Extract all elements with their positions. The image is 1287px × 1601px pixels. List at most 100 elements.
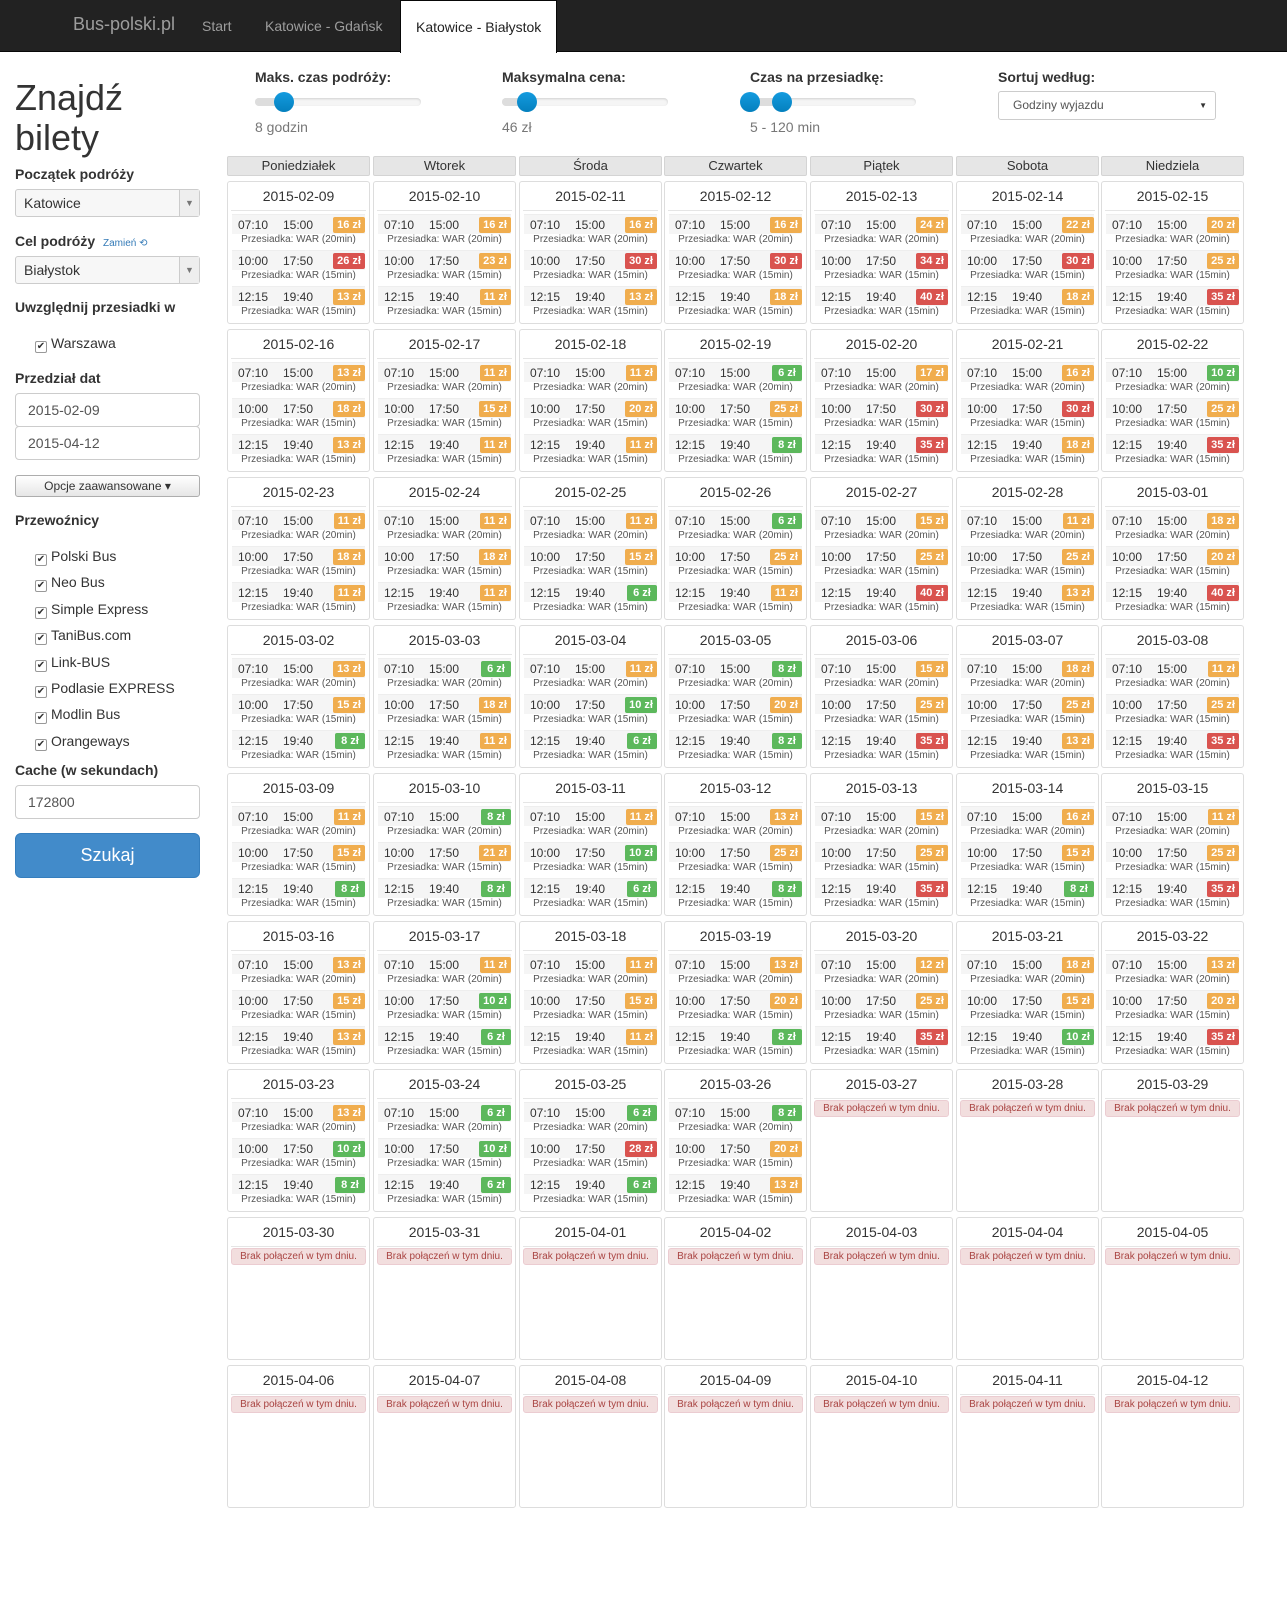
price-badge[interactable]: 15 zł: [333, 845, 365, 861]
connection-row[interactable]: 12:15 19:40 8 zł Przesiadka: WAR (15min): [669, 878, 802, 912]
price-badge[interactable]: 6 zł: [481, 1105, 511, 1121]
carrier-option[interactable]: ✔ Neo Bus: [35, 574, 105, 593]
date-to-input[interactable]: 2015-04-12: [15, 426, 200, 460]
connection-row[interactable]: 12:15 19:40 13 zł Przesiadka: WAR (15min): [524, 286, 657, 320]
price-badge[interactable]: 22 zł: [1062, 217, 1094, 233]
price-badge[interactable]: 8 zł: [335, 733, 365, 749]
connection-row[interactable]: 10:00 17:50 10 zł Przesiadka: WAR (15min): [232, 1138, 365, 1172]
price-badge[interactable]: 18 zł: [333, 401, 365, 417]
price-badge[interactable]: 35 zł: [916, 437, 948, 453]
connection-row[interactable]: 10:00 17:50 15 zł Przesiadka: WAR (15min): [524, 546, 657, 580]
price-badge[interactable]: 11 zł: [625, 365, 657, 381]
connection-row[interactable]: 10:00 17:50 23 zł Przesiadka: WAR (15min): [378, 250, 511, 284]
carrier-option[interactable]: ✔ Modlin Bus: [35, 706, 120, 725]
connection-row[interactable]: 07:10 15:00 18 zł Przesiadka: WAR (20min): [961, 658, 1094, 692]
connection-row[interactable]: 10:00 17:50 25 zł Przesiadka: WAR (15min): [669, 842, 802, 876]
price-badge[interactable]: 11 zł: [625, 513, 657, 529]
connection-row[interactable]: 07:10 15:00 13 zł Przesiadka: WAR (20min): [232, 954, 365, 988]
price-badge[interactable]: 30 zł: [1062, 253, 1094, 269]
connection-row[interactable]: 10:00 17:50 20 zł Przesiadka: WAR (15min): [524, 398, 657, 432]
connection-row[interactable]: 12:15 19:40 10 zł Przesiadka: WAR (15min): [961, 1026, 1094, 1060]
connection-row[interactable]: 07:10 15:00 16 zł Przesiadka: WAR (20min): [961, 362, 1094, 396]
price-badge[interactable]: 11 zł: [479, 513, 511, 529]
nav-start[interactable]: Start: [202, 18, 232, 34]
connection-row[interactable]: 12:15 19:40 11 zł Przesiadka: WAR (15min): [524, 434, 657, 468]
connection-row[interactable]: 12:15 19:40 13 zł Przesiadka: WAR (15min): [232, 434, 365, 468]
checkbox-checked-icon[interactable]: ✔: [35, 738, 47, 751]
price-badge[interactable]: 20 zł: [1207, 549, 1239, 565]
connection-row[interactable]: 07:10 15:00 16 zł Przesiadka: WAR (20min): [961, 806, 1094, 840]
price-badge[interactable]: 15 zł: [916, 809, 948, 825]
checkbox-checked-icon[interactable]: ✔: [35, 580, 47, 593]
price-badge[interactable]: 25 zł: [1207, 845, 1239, 861]
connection-row[interactable]: 07:10 15:00 17 zł Przesiadka: WAR (20min): [815, 362, 948, 396]
price-badge[interactable]: 11 zł: [479, 365, 511, 381]
price-badge[interactable]: 20 zł: [770, 1141, 802, 1157]
connection-row[interactable]: 07:10 15:00 6 zł Przesiadka: WAR (20min): [669, 362, 802, 396]
connection-row[interactable]: 10:00 17:50 25 zł Przesiadka: WAR (15min): [669, 398, 802, 432]
connection-row[interactable]: 12:15 19:40 18 zł Przesiadka: WAR (15min): [961, 286, 1094, 320]
price-badge[interactable]: 18 zł: [1062, 957, 1094, 973]
price-badge[interactable]: 25 zł: [1207, 697, 1239, 713]
price-badge[interactable]: 18 zł: [1062, 289, 1094, 305]
price-badge[interactable]: 8 zł: [772, 661, 802, 677]
cache-input[interactable]: 172800: [15, 785, 200, 819]
connection-row[interactable]: 10:00 17:50 20 zł Przesiadka: WAR (15min): [1106, 990, 1239, 1024]
price-badge[interactable]: 16 zł: [333, 217, 365, 233]
price-badge[interactable]: 11 zł: [770, 585, 802, 601]
price-badge[interactable]: 15 zł: [333, 993, 365, 1009]
checkbox-checked-icon[interactable]: ✔: [35, 686, 47, 698]
connection-row[interactable]: 12:15 19:40 11 zł Przesiadka: WAR (15min): [378, 582, 511, 616]
connection-row[interactable]: 10:00 17:50 21 zł Przesiadka: WAR (15min): [378, 842, 511, 876]
price-badge[interactable]: 13 zł: [1062, 585, 1094, 601]
price-badge[interactable]: 13 zł: [770, 809, 802, 825]
connection-row[interactable]: 10:00 17:50 25 zł Przesiadka: WAR (15min): [961, 694, 1094, 728]
price-badge[interactable]: 8 zł: [772, 437, 802, 453]
price-badge[interactable]: 8 zł: [481, 809, 511, 825]
price-badge[interactable]: 15 zł: [916, 661, 948, 677]
price-badge[interactable]: 13 zł: [625, 289, 657, 305]
connection-row[interactable]: 07:10 15:00 11 zł Przesiadka: WAR (20min): [524, 954, 657, 988]
price-badge[interactable]: 6 zł: [772, 365, 802, 381]
price-badge[interactable]: 6 zł: [481, 1029, 511, 1045]
connection-row[interactable]: 10:00 17:50 26 zł Przesiadka: WAR (15min): [232, 250, 365, 284]
connection-row[interactable]: 07:10 15:00 11 zł Przesiadka: WAR (20min): [524, 362, 657, 396]
price-badge[interactable]: 8 zł: [772, 733, 802, 749]
connection-row[interactable]: 12:15 19:40 8 zł Przesiadka: WAR (15min): [232, 1174, 365, 1208]
price-badge[interactable]: 13 zł: [333, 661, 365, 677]
connection-row[interactable]: 10:00 17:50 25 zł Przesiadka: WAR (15min): [815, 990, 948, 1024]
price-badge[interactable]: 25 zł: [1207, 253, 1239, 269]
price-badge[interactable]: 11 zł: [479, 289, 511, 305]
price-badge[interactable]: 35 zł: [916, 881, 948, 897]
price-badge[interactable]: 6 zł: [627, 585, 657, 601]
connection-row[interactable]: 12:15 19:40 35 zł Przesiadka: WAR (15min): [815, 730, 948, 764]
checkbox-checked-icon[interactable]: ✔: [35, 659, 47, 672]
destination-select[interactable]: Białystok ▼: [15, 256, 200, 284]
connection-row[interactable]: 12:15 19:40 8 zł Przesiadka: WAR (15min): [669, 1026, 802, 1060]
connection-row[interactable]: 12:15 19:40 35 zł Przesiadka: WAR (15min): [1106, 730, 1239, 764]
connection-row[interactable]: 12:15 19:40 11 zł Przesiadka: WAR (15min): [378, 434, 511, 468]
connection-row[interactable]: 10:00 17:50 25 zł Przesiadka: WAR (15min): [815, 694, 948, 728]
price-badge[interactable]: 25 zł: [916, 993, 948, 1009]
price-badge[interactable]: 16 zł: [770, 217, 802, 233]
price-badge[interactable]: 8 zł: [772, 1105, 802, 1121]
price-badge[interactable]: 8 zł: [335, 1177, 365, 1193]
connection-row[interactable]: 07:10 15:00 11 zł Przesiadka: WAR (20min): [232, 806, 365, 840]
price-badge[interactable]: 6 zł: [627, 1105, 657, 1121]
connection-row[interactable]: 10:00 17:50 10 zł Przesiadka: WAR (15min): [378, 990, 511, 1024]
connection-row[interactable]: 12:15 19:40 35 zł Przesiadka: WAR (15min): [1106, 434, 1239, 468]
price-badge[interactable]: 17 zł: [916, 365, 948, 381]
carrier-option[interactable]: ✔ TaniBus.com: [35, 627, 131, 646]
price-badge[interactable]: 11 zł: [333, 809, 365, 825]
connection-row[interactable]: 10:00 17:50 10 zł Przesiadka: WAR (15min): [524, 842, 657, 876]
connection-row[interactable]: 07:10 15:00 6 zł Przesiadka: WAR (20min): [378, 1102, 511, 1136]
price-badge[interactable]: 16 zł: [479, 217, 511, 233]
price-badge[interactable]: 20 zł: [770, 697, 802, 713]
max-time-slider[interactable]: [255, 92, 421, 112]
price-badge[interactable]: 13 zł: [1062, 733, 1094, 749]
price-badge[interactable]: 25 zł: [916, 549, 948, 565]
connection-row[interactable]: 10:00 17:50 34 zł Przesiadka: WAR (15min): [815, 250, 948, 284]
connection-row[interactable]: 12:15 19:40 35 zł Przesiadka: WAR (15min): [1106, 286, 1239, 320]
connection-row[interactable]: 07:10 15:00 20 zł Przesiadka: WAR (20min): [1106, 214, 1239, 248]
nav-katowice-gdansk[interactable]: Katowice - Gdańsk: [265, 18, 383, 34]
